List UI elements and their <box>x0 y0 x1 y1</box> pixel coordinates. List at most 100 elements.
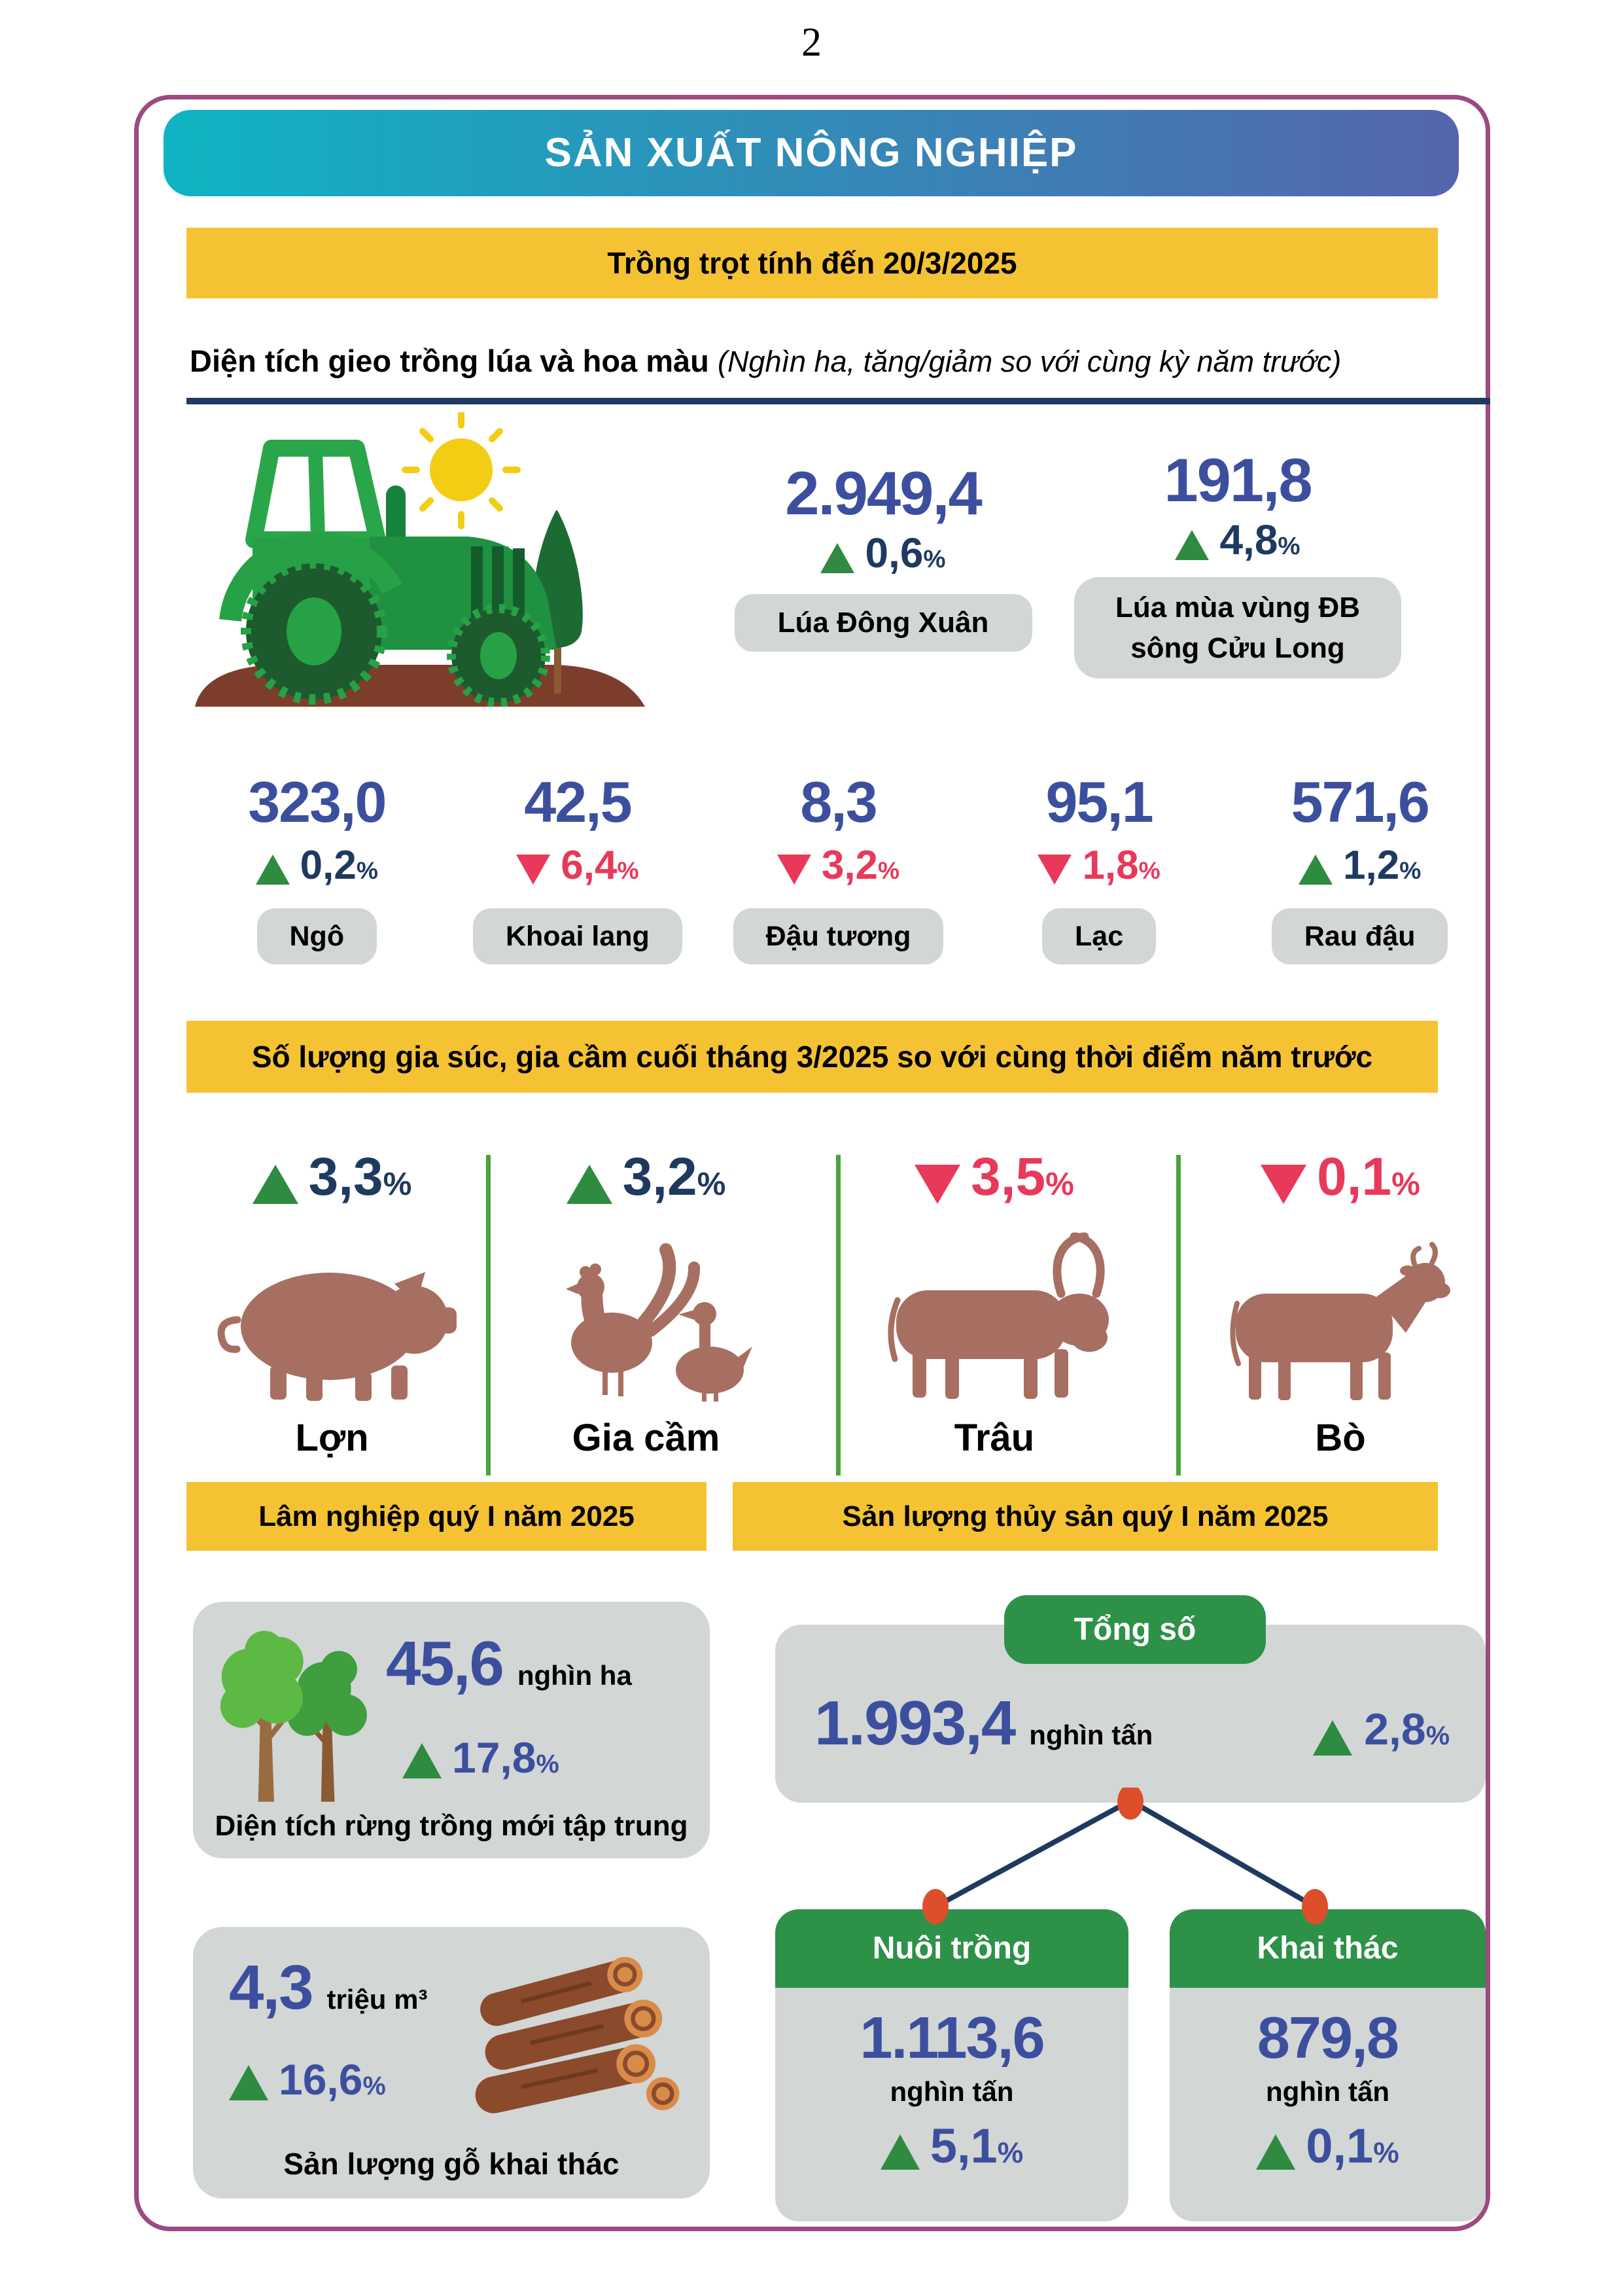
change-triangle-icon <box>255 855 290 885</box>
percent-sign: % <box>617 857 639 884</box>
total-badge-label: Tổng số <box>1073 1612 1196 1647</box>
change-value: 1,2 <box>1343 843 1400 888</box>
heading-text: Diện tích gieo trồng lúa và hoa màu <box>190 344 709 378</box>
change-indicator: 0,1% <box>1191 1146 1490 1208</box>
divider <box>486 1155 491 1475</box>
change-triangle-icon <box>1038 855 1072 885</box>
change-indicator: 3,3% <box>186 1146 478 1208</box>
banner-cultivation-label: Trồng trọt tính đến 20/3/2025 <box>607 246 1017 280</box>
section-heading: Diện tích gieo trồng lúa và hoa màu (Ngh… <box>190 343 1492 379</box>
stat-value: 42,5 <box>524 769 632 834</box>
change-triangle-icon <box>915 1165 961 1204</box>
buffalo-icon <box>847 1225 1142 1402</box>
stat-value: 1.113,6 <box>860 2005 1045 2071</box>
change-value: 17,8 <box>452 1733 536 1782</box>
stat-value: 8,3 <box>800 769 877 834</box>
change-value: 0,2 <box>300 843 357 888</box>
crops-row: 323,0 0,2% Ngô 42,5 6,4% Khoai lang 8,3 … <box>186 769 1490 964</box>
connector-lines <box>922 1788 1328 1924</box>
livestock-column-cow: 0,1% Bò <box>1191 1146 1490 1460</box>
banner-livestock-label: Số lượng gia súc, gia cầm cuối tháng 3/2… <box>251 1040 1373 1074</box>
change-triangle-icon <box>880 2134 920 2170</box>
stat-label-pill: Lúa Đông Xuân <box>734 594 1032 652</box>
banner-fishery-label: Sản lượng thủy sản quý I năm 2025 <box>842 1500 1329 1532</box>
percent-sign: % <box>383 1166 412 1202</box>
crop-column-khoai-lang: 42,5 6,4% Khoai lang <box>447 769 708 964</box>
crop-column-lac: 95,1 1,8% Lạc <box>969 769 1230 964</box>
percent-sign: % <box>878 857 900 884</box>
stat-value: 1.993,4 <box>814 1688 1016 1758</box>
change-value: 0,1 <box>1317 1147 1392 1207</box>
change-triangle-icon <box>1256 2134 1296 2170</box>
percent-sign: % <box>997 2137 1024 2169</box>
change-value: 0,6 <box>865 529 924 576</box>
change-value: 3,5 <box>971 1147 1046 1207</box>
cow-icon <box>1191 1225 1490 1402</box>
forestry-value-row: 45,6 nghìn ha <box>386 1628 632 1700</box>
stat-value: 4,3 <box>229 1952 313 2022</box>
stat-unit: nghìn tấn <box>1266 2076 1389 2107</box>
rice-dong-xuan-stat: 2.949,4 0,6% Lúa Đông Xuân <box>723 458 1043 652</box>
change-triangle-icon <box>1299 855 1333 885</box>
tractor-illustration <box>190 410 648 707</box>
percent-sign: % <box>1391 1166 1420 1202</box>
percent-sign: % <box>923 545 946 573</box>
card-caption: Diện tích rừng trồng mới tập trung <box>215 1810 688 1842</box>
banner-livestock: Số lượng gia súc, gia cầm cuối tháng 3/2… <box>186 1021 1438 1093</box>
change-triangle-icon <box>229 2065 268 2100</box>
crop-column-rau-dau: 571,6 1,2% Rau đậu <box>1229 769 1490 964</box>
banner-fishery: Sản lượng thủy sản quý I năm 2025 <box>733 1482 1438 1551</box>
stat-value: 571,6 <box>1291 769 1430 834</box>
sun-icon <box>402 410 521 529</box>
stat-value: 95,1 <box>1045 769 1153 834</box>
change-triangle-icon <box>566 1165 612 1204</box>
livestock-label: Trâu <box>954 1417 1035 1459</box>
stat-value: 2.949,4 <box>785 459 983 527</box>
percent-sign: % <box>697 1166 726 1202</box>
stat-label-pill: Lúa mùa vùng ĐB sông Cửu Long <box>1074 577 1401 679</box>
banner-forestry-label: Lâm nghiệp quý I năm 2025 <box>258 1500 635 1532</box>
percent-sign: % <box>1425 1720 1450 1750</box>
stat-unit: nghìn tấn <box>890 2076 1014 2107</box>
livestock-column-poultry: 3,2% <box>500 1146 792 1460</box>
crop-column-ngo: 323,0 0,2% Ngô <box>186 769 447 964</box>
stat-value: 323,0 <box>248 769 387 834</box>
percent-sign: % <box>1045 1166 1074 1202</box>
percent-sign: % <box>1373 2137 1399 2169</box>
banner-cultivation: Trồng trọt tính đến 20/3/2025 <box>186 228 1438 298</box>
change-triangle-icon <box>1175 530 1210 560</box>
stat-label-pill: Ngô <box>256 908 377 964</box>
change-indicator: 5,1% <box>775 2118 1128 2174</box>
change-value: 3,2 <box>622 1147 697 1207</box>
livestock-label: Gia cầm <box>572 1417 720 1459</box>
change-triangle-icon <box>402 1743 442 1778</box>
stat-unit: nghìn ha <box>517 1660 632 1691</box>
section-header: SẢN XUẤT NÔNG NGHIỆP <box>164 110 1459 196</box>
change-triangle-icon <box>516 855 551 885</box>
change-indicator: 0,2% <box>186 842 447 889</box>
change-value: 2,8 <box>1364 1704 1426 1754</box>
change-value: 3,3 <box>308 1147 383 1207</box>
banner-forestry: Lâm nghiệp quý I năm 2025 <box>186 1482 707 1551</box>
percent-sign: % <box>1399 857 1422 884</box>
percent-sign: % <box>1278 532 1300 560</box>
change-triangle-icon <box>777 855 811 885</box>
change-value: 3,2 <box>821 843 879 888</box>
change-indicator: 17,8% <box>402 1733 559 1782</box>
stat-label-pill: Khoai lang <box>472 908 682 964</box>
change-value: 6,4 <box>561 843 618 888</box>
heading-note: (Nghìn ha, tăng/giảm so với cùng kỳ năm … <box>717 345 1342 378</box>
trees-icon <box>207 1625 377 1811</box>
change-indicator: 16,6% <box>229 2055 386 2104</box>
livestock-label: Lợn <box>295 1417 369 1459</box>
percent-sign: % <box>1138 857 1161 884</box>
stat-label-pill: Rau đậu <box>1271 908 1448 964</box>
percent-sign: % <box>356 857 378 884</box>
stat-unit: triệu m³ <box>326 1984 428 2015</box>
change-value: 5,1 <box>930 2119 998 2173</box>
card-caption: Sản lượng gỗ khai thác <box>283 2147 620 2181</box>
total-badge: Tổng số <box>1004 1595 1266 1664</box>
tractor-icon <box>219 440 557 707</box>
stat-label-line1: Lúa mùa vùng ĐB <box>1115 592 1361 624</box>
change-triangle-icon <box>820 543 855 573</box>
